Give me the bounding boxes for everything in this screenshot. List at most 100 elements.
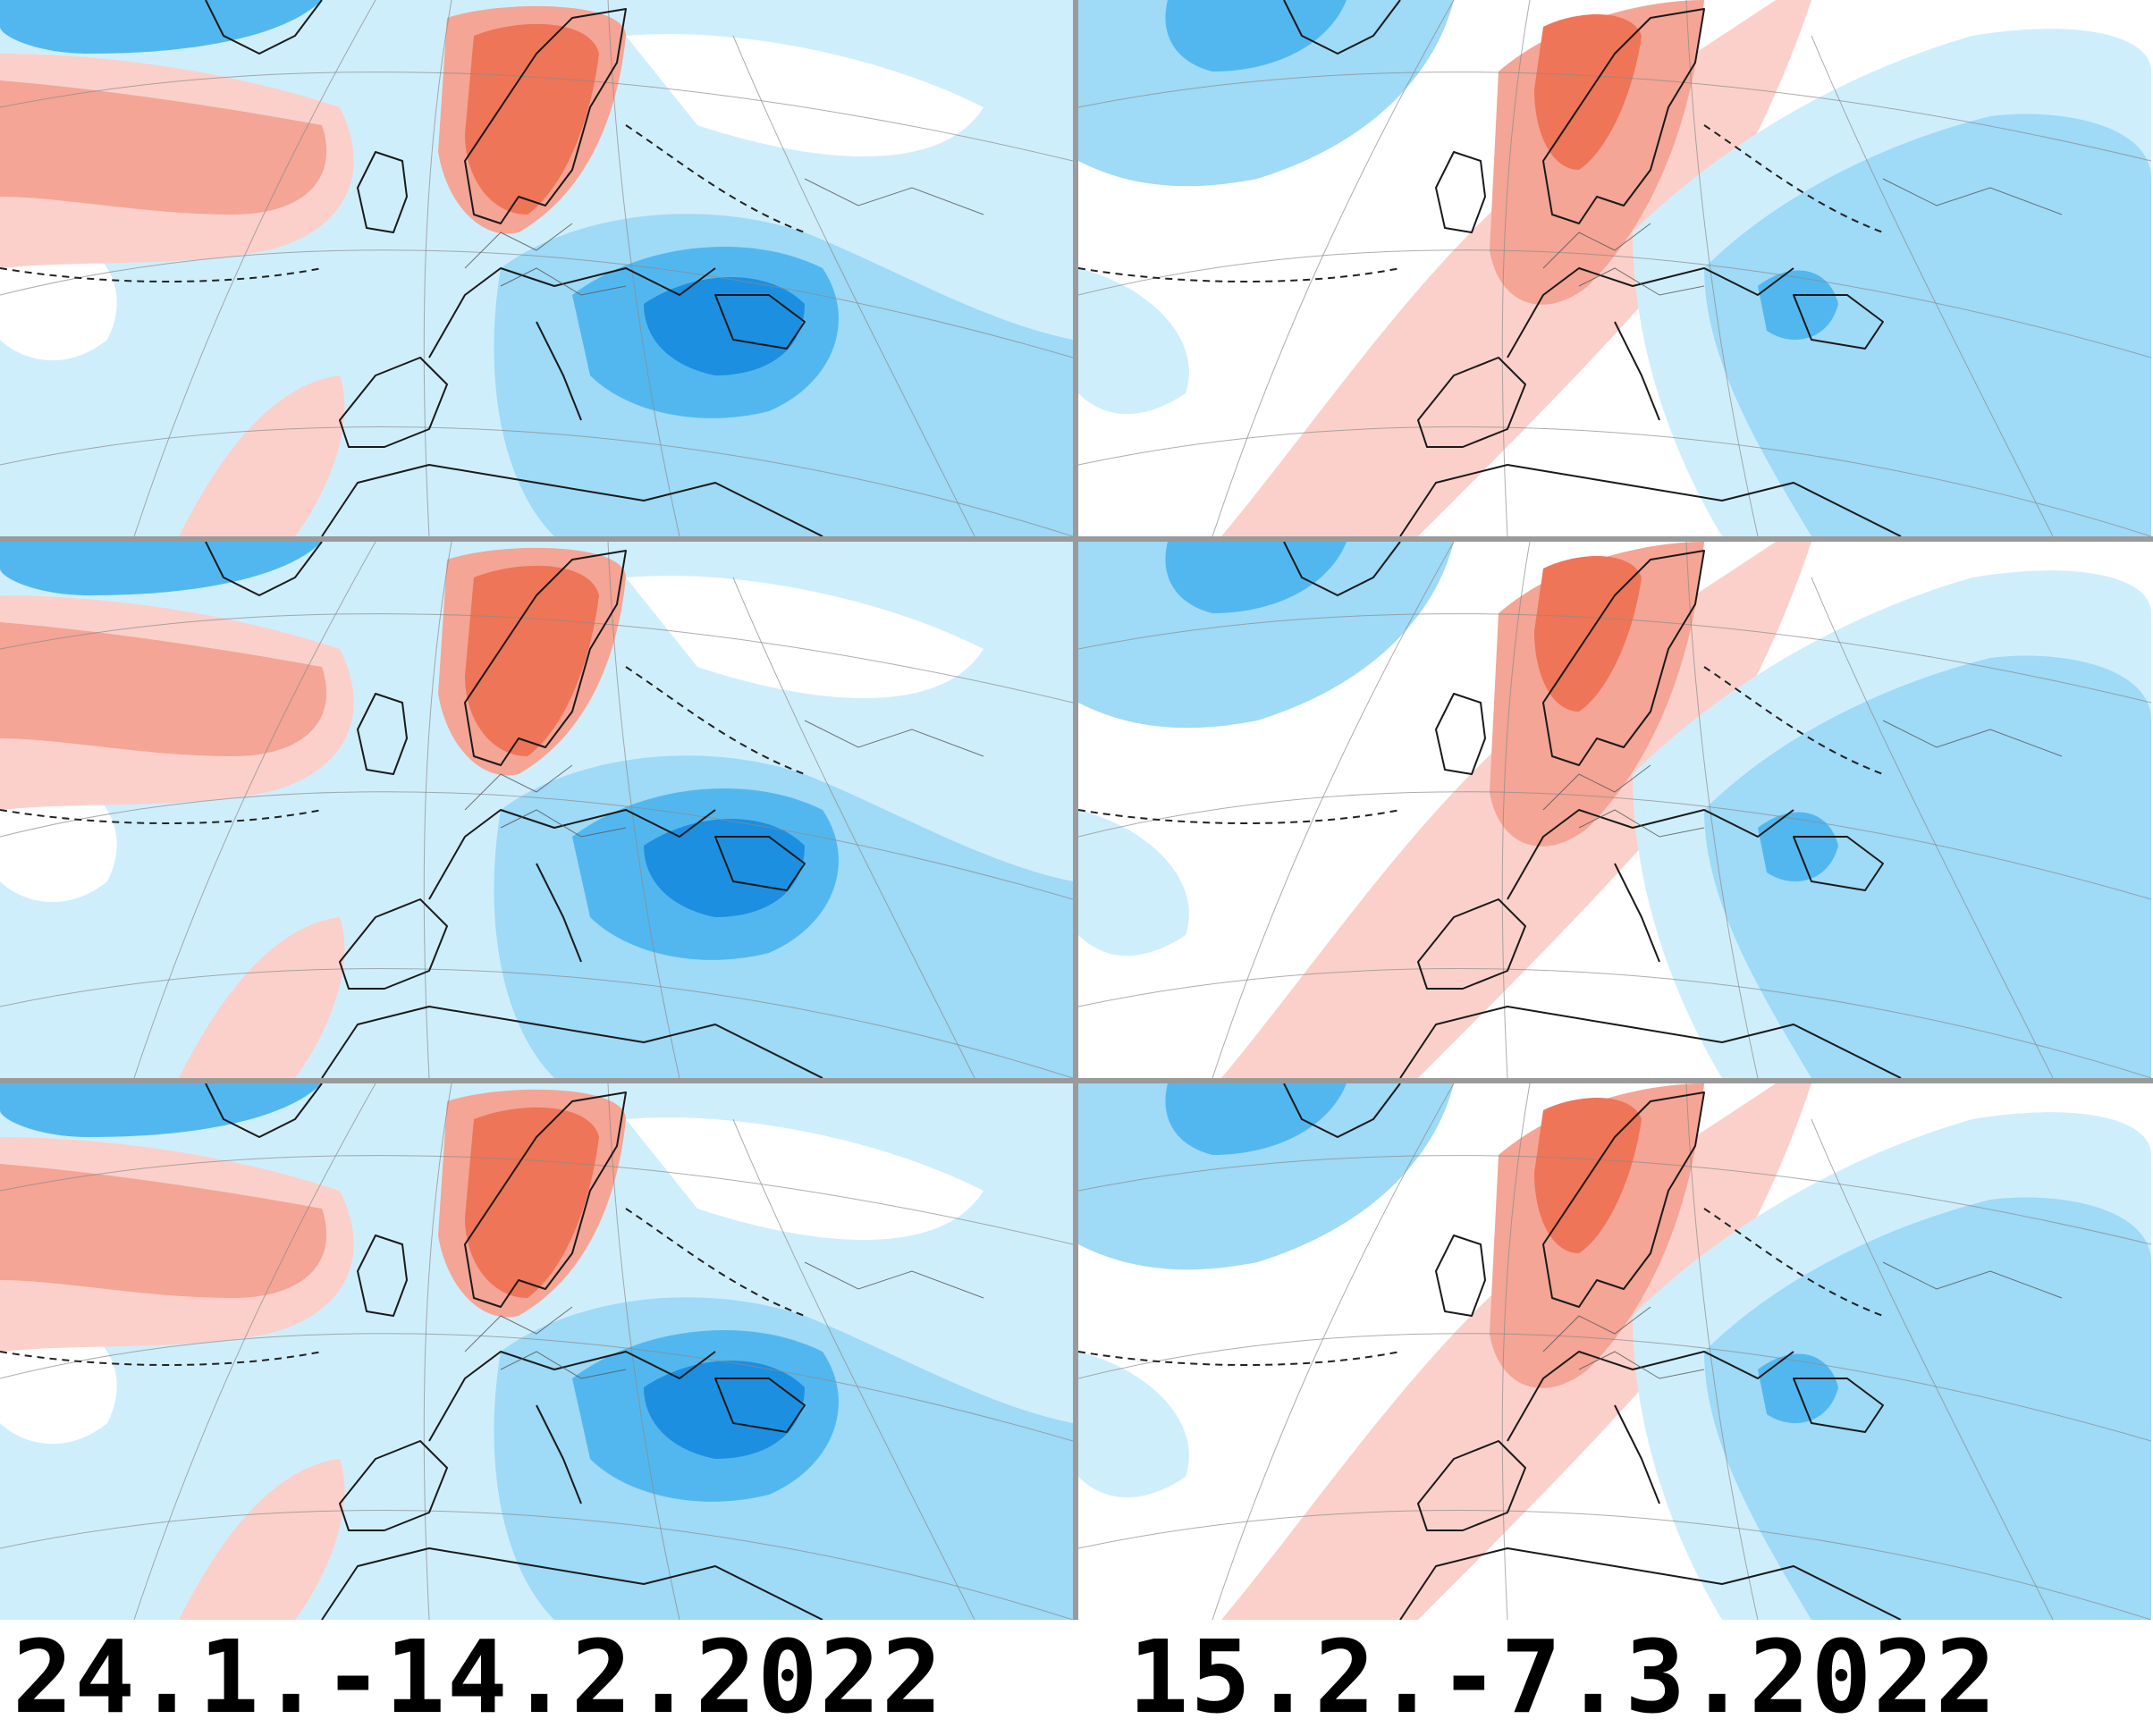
- coastline-italy: [536, 321, 582, 421]
- anomaly-field-strong-warm: [465, 565, 599, 756]
- graticule-meridian: [1501, 542, 1531, 1078]
- graticule-meridian: [133, 1083, 376, 1620]
- country-borders: [464, 223, 573, 269]
- coastline-iberia: [1417, 898, 1526, 990]
- zero-anomaly-contour: [0, 1351, 323, 1366]
- graticule-parallel: [1078, 72, 2151, 162]
- coastline-greenland: [205, 542, 323, 596]
- anomaly-map-grid: [0, 0, 2153, 1620]
- country-borders: [1542, 764, 1651, 811]
- country-borders: [1578, 809, 1705, 838]
- coastline-iberia: [1417, 357, 1526, 448]
- coastline-scandinavia: [464, 1091, 627, 1308]
- coastline-iberia: [339, 1440, 448, 1531]
- graticule-meridian: [423, 1083, 452, 1620]
- country-borders: [500, 809, 627, 838]
- coastline-italy: [1614, 321, 1660, 421]
- graticule-meridian: [423, 0, 452, 536]
- map-panel-r1-left: [0, 0, 1073, 536]
- country-borders: [1882, 1261, 2063, 1299]
- anomaly-field-very-strong-cold: [644, 819, 805, 917]
- panel-divider-vertical: [1073, 0, 1078, 1620]
- country-borders: [804, 1261, 984, 1299]
- graticule-parallel: [0, 426, 1073, 536]
- coastline-black-sea: [714, 1378, 806, 1433]
- coastline-iberia: [339, 357, 448, 448]
- anomaly-field-moderate-warm: [0, 622, 327, 756]
- anomaly-field-moderate-cold: [1704, 1197, 2151, 1620]
- graticule-meridian: [607, 542, 680, 1078]
- graticule-meridian: [732, 577, 975, 1078]
- graticule-meridian: [1501, 0, 1531, 536]
- anomaly-field-neutral: [626, 34, 984, 156]
- country-borders: [1578, 267, 1705, 296]
- anomaly-field-weak-warm: [179, 1459, 345, 1620]
- coastline-north-africa: [1399, 1547, 1902, 1620]
- coastline-north-africa: [321, 464, 823, 536]
- anomaly-field-moderate-cold: [1078, 542, 1454, 729]
- coastline-scandinavia: [1542, 1091, 1705, 1308]
- graticule-parallel: [1078, 613, 2151, 704]
- anomaly-map: [1078, 542, 2151, 1078]
- map-panel-r2-left: [0, 542, 1073, 1078]
- coastline-italy: [536, 863, 582, 963]
- zero-anomaly-contour: [1703, 124, 1884, 233]
- anomaly-field-neutral: [626, 1117, 984, 1240]
- coastline-black-sea: [1793, 294, 1884, 350]
- anomaly-map: [1078, 1083, 2151, 1620]
- anomaly-field-strong-cold: [1165, 1083, 1347, 1155]
- country-borders: [1542, 1306, 1651, 1353]
- graticule-parallel: [1078, 426, 2151, 536]
- anomaly-field-strong-cold: [0, 0, 322, 54]
- anomaly-field-strong-warm: [465, 23, 599, 215]
- graticule-parallel: [1078, 968, 2151, 1078]
- coastline-british-isles: [1435, 693, 1486, 775]
- anomaly-field-weak-cold: [1078, 268, 1189, 415]
- zero-anomaly-contour: [625, 666, 806, 775]
- graticule-parallel: [1078, 249, 2151, 358]
- zero-anomaly-contour: [1078, 267, 1401, 282]
- coastline-black-sea: [1793, 1378, 1884, 1433]
- panel-divider-horizontal: [0, 1078, 2153, 1083]
- country-borders: [1542, 223, 1651, 269]
- anomaly-field-neutral: [626, 576, 984, 698]
- coastline-north-africa: [321, 1006, 823, 1078]
- anomaly-field-very-strong-cold: [644, 277, 805, 375]
- graticule-meridian: [1212, 1083, 1455, 1620]
- zero-anomaly-contour: [0, 267, 323, 282]
- coastline-greenland: [1283, 0, 1401, 55]
- coastline-italy: [536, 1404, 582, 1504]
- coastline-north-africa: [1399, 1006, 1902, 1078]
- anomaly-field-moderate-cold: [1078, 0, 1454, 187]
- graticule-parallel: [0, 1333, 1073, 1442]
- anomaly-field-strong-cold: [1165, 0, 1347, 72]
- coastline-greenland: [1283, 542, 1401, 596]
- zero-anomaly-contour: [625, 1208, 806, 1317]
- country-borders: [464, 1306, 573, 1353]
- map-panel-r1-right: [1078, 0, 2151, 536]
- period-label-right: 15.2.-7.3.2022: [1128, 1620, 1998, 1736]
- zero-anomaly-contour: [1703, 1208, 1884, 1317]
- coastline-north-africa: [1399, 464, 1902, 536]
- country-borders: [1578, 1351, 1705, 1379]
- coastline-british-isles: [1435, 1235, 1486, 1317]
- zero-anomaly-contour: [1078, 1351, 1401, 1366]
- coastline-italy: [1614, 1404, 1660, 1504]
- anomaly-map: [1078, 0, 2151, 536]
- anomaly-field-strong-warm: [465, 1107, 599, 1298]
- graticule-meridian: [1811, 577, 2054, 1078]
- coastline-europe-south: [1507, 809, 1794, 900]
- anomaly-field-moderate-cold: [1704, 655, 2151, 1078]
- coastline-scandinavia: [464, 550, 627, 766]
- graticule-parallel: [1078, 1510, 2151, 1620]
- graticule-meridian: [1212, 542, 1455, 1078]
- graticule-parallel: [0, 1155, 1073, 1245]
- coastline-italy: [1614, 863, 1660, 963]
- graticule-meridian: [732, 35, 975, 536]
- country-borders: [804, 720, 984, 757]
- graticule-parallel: [0, 72, 1073, 162]
- graticule-parallel: [0, 791, 1073, 900]
- graticule-parallel: [0, 613, 1073, 704]
- graticule-meridian: [133, 0, 376, 536]
- coastline-north-africa: [321, 1547, 823, 1620]
